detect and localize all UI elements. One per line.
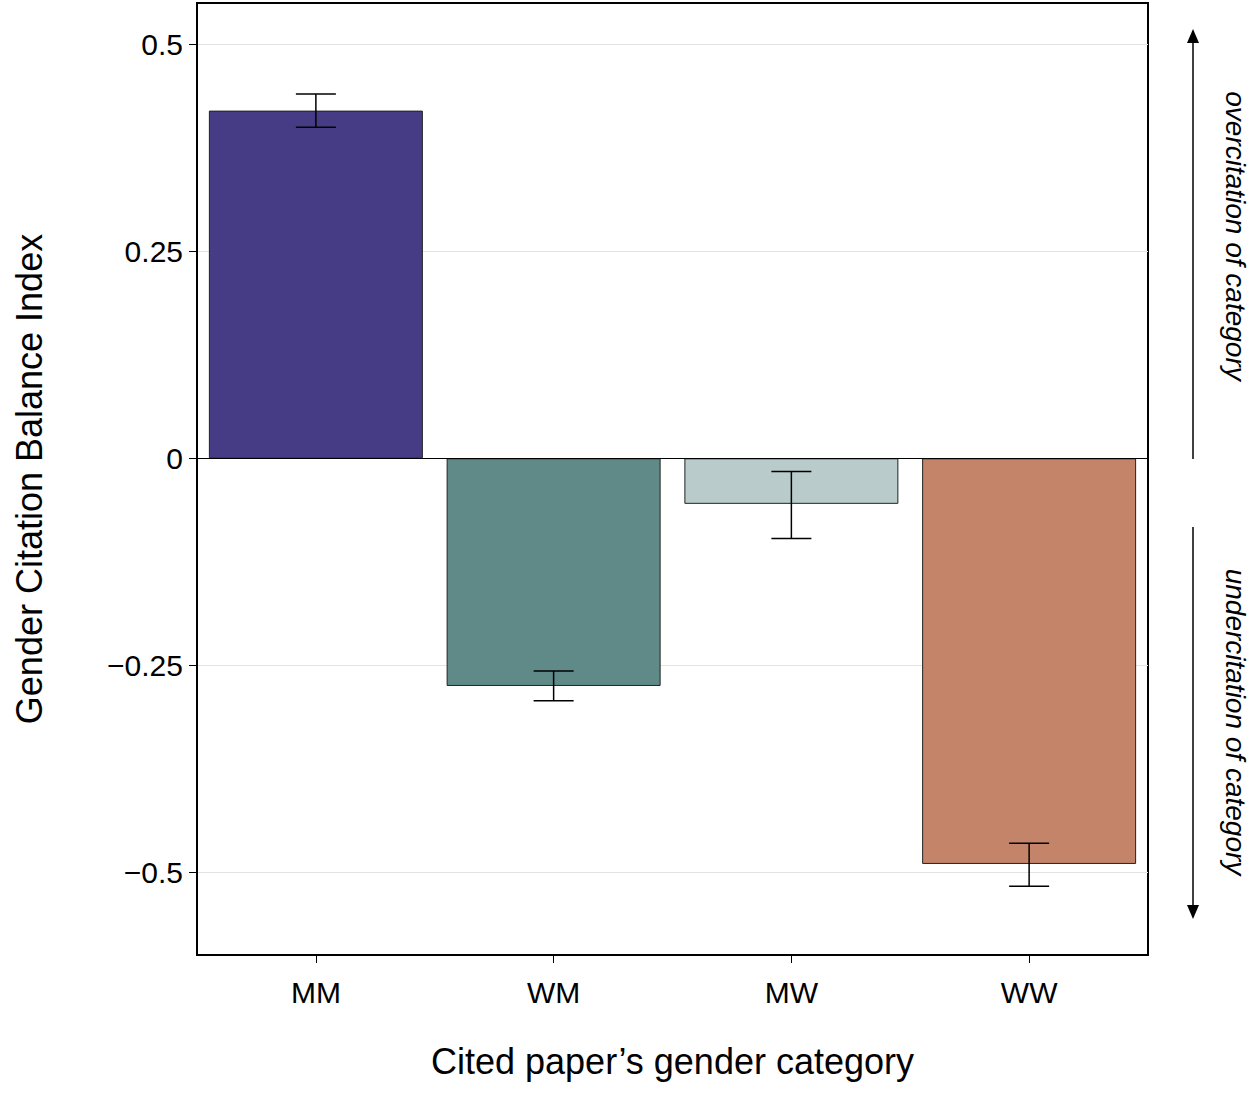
svg-text:undercitation of category: undercitation of category [1220,569,1251,878]
svg-text:Gender Citation Balance Index: Gender Citation Balance Index [9,234,50,724]
svg-text:Cited paper’s gender category: Cited paper’s gender category [431,1041,914,1082]
svg-text:WW: WW [1001,976,1058,1009]
svg-text:MW: MW [765,976,819,1009]
svg-text:WM: WM [527,976,580,1009]
svg-text:MM: MM [291,976,341,1009]
svg-text:−0.5: −0.5 [124,856,183,889]
svg-text:0.5: 0.5 [141,28,183,61]
svg-text:−0.25: −0.25 [107,649,183,682]
svg-text:overcitation of category: overcitation of category [1220,91,1251,382]
svg-text:0: 0 [166,442,183,475]
svg-text:0.25: 0.25 [125,235,183,268]
